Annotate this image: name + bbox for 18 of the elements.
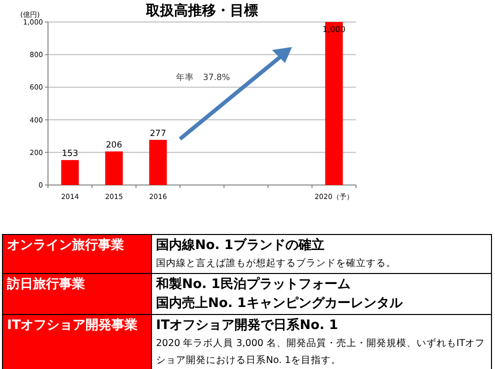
chart-title: 取扱高推移・目標: [145, 2, 258, 19]
data-label: 277: [150, 128, 166, 139]
data-label: 206: [106, 140, 122, 150]
bar: [149, 140, 167, 185]
category-label: オンライン旅行事業: [7, 238, 124, 253]
text: 国内売上No. 1キャンピングカーレンタル: [156, 296, 402, 311]
text: 国内線No. 1ブランドの確立: [156, 238, 324, 253]
bar: [325, 22, 343, 185]
bar: [105, 151, 123, 185]
text: 国内線と言えば誰もが想起するブランドを確立する。: [156, 258, 396, 269]
data-label: 153: [62, 149, 78, 160]
category-label: ITオフショア開発事業: [7, 318, 138, 333]
text: 2020 年ラボ人員 3,000 名、開発品質・売上・開発規模、いずれもITオフショア開発における日系No. 1を目指す。: [156, 338, 486, 366]
category-label: 訪日旅行事業: [7, 277, 85, 292]
text: 和製No. 1民泊プラットフォーム: [156, 277, 350, 292]
annotation: 年率 37.8%: [176, 72, 230, 83]
text: ITオフショア開発で日系No. 1: [156, 318, 338, 333]
bar: [61, 160, 79, 185]
